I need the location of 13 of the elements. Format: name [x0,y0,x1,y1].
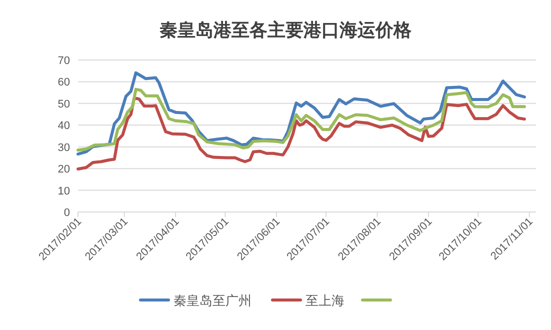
y-tick-label: 30 [58,142,70,154]
line-series [76,88,526,152]
y-tick-label: 70 [58,55,70,67]
y-tick-label: 10 [58,185,70,198]
y-tick-label: 20 [58,164,70,176]
y-tick-label: 0 [64,207,70,219]
y-tick-label: 60 [58,76,70,89]
y-tick-label: 40 [58,120,70,132]
line-series [76,96,526,171]
chart-title: 秦皇岛港至各主要港口海运价格 [160,20,412,40]
legend-label: 至上海 [306,293,344,308]
legend-label: 秦皇岛至广州 [174,293,252,308]
y-tick-label: 50 [58,98,70,110]
